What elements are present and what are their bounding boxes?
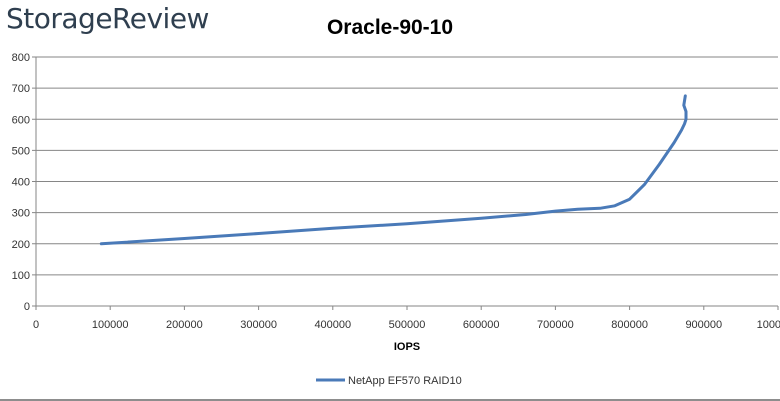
x-tick-label: 800000 [611,319,648,331]
y-tick-label: 0 [24,301,30,313]
x-tick-label: 400000 [314,319,351,331]
gridlines [36,56,778,276]
x-tick-label: 500000 [389,319,426,331]
y-tick-label: 700 [12,83,30,95]
legend-label: NetApp EF570 RAID10 [348,375,462,387]
y-tick-label: 500 [12,145,30,157]
brand-logo: StorageReview [6,2,209,35]
series-lines [99,94,688,246]
x-tick-label: 900000 [685,319,722,331]
x-tick-label: 0 [33,319,39,331]
x-axis-label: IOPS [394,341,420,353]
y-tick-label: 300 [12,208,30,220]
legend: NetApp EF570 RAID10 [316,375,462,387]
bottom-divider [0,399,780,401]
x-tick-label: 700000 [537,319,574,331]
y-tick-label: 100 [12,270,30,282]
x-tick-label: 100000 [92,319,129,331]
x-tick-label: 1000000 [757,319,780,331]
x-tick-label: 600000 [463,319,500,331]
axis-ticks: 0 100 200 300 400 500 600 700 800 0 100000 200000 30… [12,52,780,331]
x-tick-label: 200000 [166,319,203,331]
y-tick-label: 800 [12,52,30,64]
y-tick-label: 400 [12,177,30,189]
chart-title: Oracle-90-10 [326,16,454,39]
x-tick-label: 300000 [240,319,277,331]
y-tick-label: 600 [12,114,30,126]
series-line [99,94,688,246]
y-tick-label: 200 [12,239,30,251]
